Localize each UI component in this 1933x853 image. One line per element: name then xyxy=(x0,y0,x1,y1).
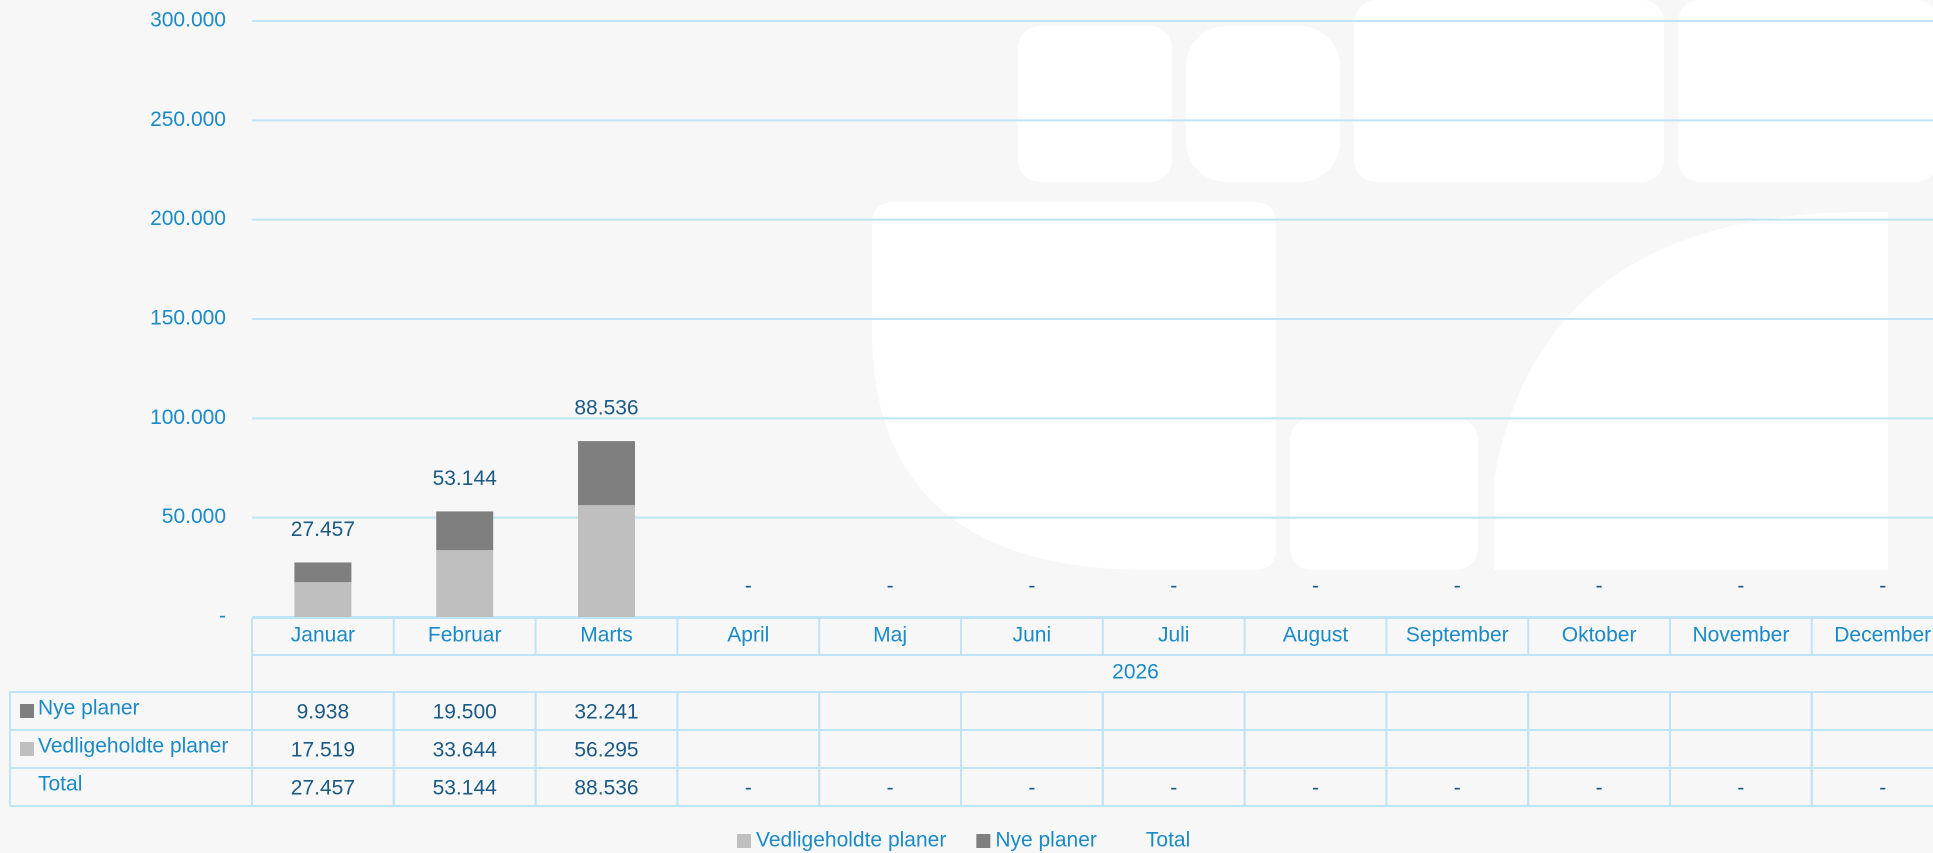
table-value: 9.938 xyxy=(297,701,350,724)
table-cell xyxy=(251,654,1933,693)
table-cell xyxy=(676,691,821,731)
x-tick-label: Maj xyxy=(873,624,907,647)
x-tick-label: September xyxy=(1406,624,1509,647)
bar-segment xyxy=(436,511,494,551)
row-label: Vedligeholdte planer xyxy=(38,735,228,758)
table-value: 27.457 xyxy=(291,777,355,800)
table-value: 53.144 xyxy=(433,777,498,800)
table-value: - xyxy=(1028,777,1035,800)
bar-segment xyxy=(436,550,494,617)
bar-segment xyxy=(578,505,635,617)
table-cell xyxy=(818,729,963,769)
legend-key xyxy=(737,834,751,848)
table-cell xyxy=(1669,691,1813,731)
table-value: - xyxy=(1879,777,1886,800)
x-tick-label: August xyxy=(1283,624,1349,647)
bar-segment xyxy=(294,582,352,617)
x-tick-label: Juni xyxy=(1013,624,1052,647)
table-value: - xyxy=(745,777,752,800)
table-value: - xyxy=(1737,777,1744,800)
x-tick-label: November xyxy=(1692,624,1789,647)
total-label: - xyxy=(1170,575,1177,598)
table-cell xyxy=(1101,729,1246,769)
background-shapes xyxy=(872,0,1933,570)
total-label: - xyxy=(1737,575,1744,598)
table-cell xyxy=(1810,729,1933,769)
x-tick-label: December xyxy=(1834,624,1931,647)
table-cell xyxy=(960,729,1104,769)
total-label: 88.536 xyxy=(574,397,638,420)
x-tick-label: Januar xyxy=(291,624,355,647)
table-value: - xyxy=(1170,777,1177,800)
total-label: 27.457 xyxy=(291,518,355,541)
table-cell xyxy=(1243,691,1388,731)
total-label: - xyxy=(887,575,894,598)
table-cell xyxy=(1385,729,1530,769)
category-group-label: 2026 xyxy=(1112,661,1159,684)
table-value: 33.644 xyxy=(433,739,498,762)
y-tick-label: 100.000 xyxy=(150,406,226,429)
legend-key xyxy=(20,704,34,718)
table-cell xyxy=(676,729,821,769)
table-value: 88.536 xyxy=(574,777,638,800)
y-tick-label: 200.000 xyxy=(150,207,226,230)
x-tick-label: Juli xyxy=(1158,624,1190,647)
table-value: - xyxy=(1312,777,1319,800)
total-label: - xyxy=(1312,575,1319,598)
bar-segment xyxy=(294,562,352,583)
table-cell xyxy=(1385,691,1530,731)
bar-segment xyxy=(578,441,635,506)
table-cell xyxy=(1243,729,1388,769)
table-value: 32.241 xyxy=(574,701,638,724)
x-tick-label: Marts xyxy=(580,624,633,647)
total-label: - xyxy=(745,575,752,598)
table-cell xyxy=(1810,691,1933,731)
row-label: Nye planer xyxy=(38,697,140,720)
legend-key xyxy=(20,742,34,756)
total-label: - xyxy=(1879,575,1886,598)
y-tick-label: 250.000 xyxy=(150,108,226,131)
x-tick-label: April xyxy=(727,624,769,647)
y-tick-label: - xyxy=(219,605,226,628)
table-cell xyxy=(1527,691,1671,731)
table-value: 19.500 xyxy=(433,701,497,724)
table-value: 56.295 xyxy=(574,739,638,762)
x-tick-label: Februar xyxy=(428,624,502,647)
table-value: - xyxy=(1596,777,1603,800)
y-tick-label: 50.000 xyxy=(162,505,226,528)
legend-label: Nye planer xyxy=(995,829,1097,852)
table-cell xyxy=(1101,691,1246,731)
total-label: - xyxy=(1596,575,1603,598)
table-value: - xyxy=(1454,777,1461,800)
legend-label: Total xyxy=(1146,829,1190,852)
y-tick-label: 150.000 xyxy=(150,307,226,330)
y-tick-label: 300.000 xyxy=(150,9,226,32)
table-cell xyxy=(1527,729,1671,769)
table-cell xyxy=(960,691,1104,731)
total-label: - xyxy=(1028,575,1035,598)
table-value: 17.519 xyxy=(291,739,355,762)
row-label: Total xyxy=(38,773,82,796)
table-cell xyxy=(818,691,963,731)
x-tick-label: Oktober xyxy=(1562,624,1637,647)
legend-label: Vedligeholdte planer xyxy=(756,829,946,852)
table-cell xyxy=(1669,729,1813,769)
table-cell xyxy=(1810,767,1933,807)
table-value: - xyxy=(887,777,894,800)
total-label: - xyxy=(1454,575,1461,598)
total-label: 53.144 xyxy=(433,467,498,490)
legend-key xyxy=(976,834,991,848)
